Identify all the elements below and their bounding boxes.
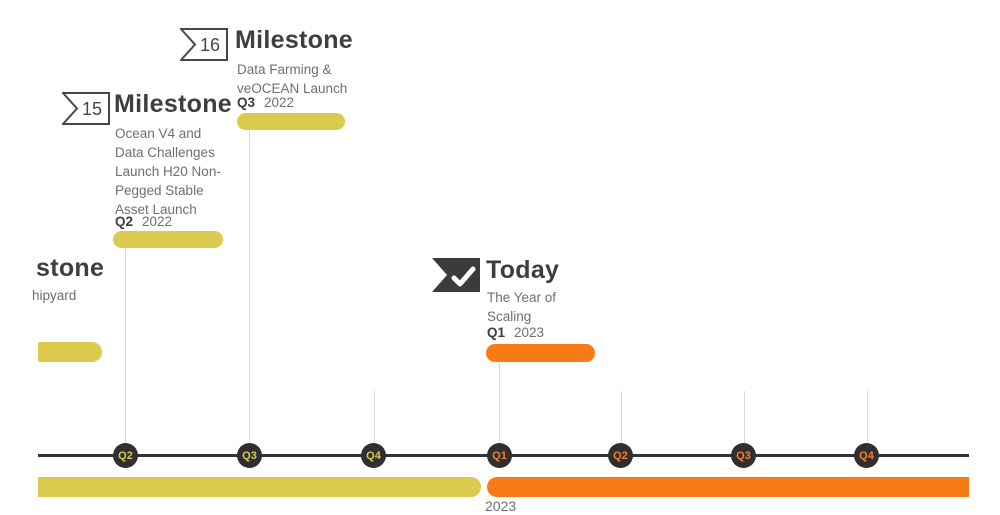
milestone-15-number: 15 — [82, 99, 102, 119]
today-date: Q1 2023 — [487, 325, 544, 340]
axis-tick — [867, 391, 868, 443]
bottom-year-label: 2023 — [485, 498, 517, 514]
today-title: Today — [486, 256, 560, 284]
today-flag-check-icon[interactable] — [432, 258, 480, 292]
flag-outline-icon: 15 — [60, 92, 110, 125]
axis-node-q3-2023: Q3 — [731, 443, 756, 468]
milestone-16-connector-line — [249, 131, 250, 443]
axis-node-q2-2022: Q2 — [113, 443, 138, 468]
milestone-partial-title-fragment: stone — [36, 254, 105, 282]
year-label: 2022 — [142, 214, 173, 229]
axis-node-label: Q2 — [118, 449, 133, 462]
milestone-partial-bar[interactable] — [38, 342, 102, 362]
milestone-15-date: Q2 2022 — [115, 214, 172, 229]
flag-filled-icon — [432, 258, 480, 292]
milestone-16-title: Milestone — [235, 26, 353, 54]
today-description-line: The Year of — [487, 290, 557, 305]
milestone-16-bar[interactable] — [237, 113, 345, 130]
today-description-line: Scaling — [487, 309, 532, 324]
milestone-15-flag-icon[interactable]: 15 — [60, 92, 110, 125]
axis-node-label: Q2 — [613, 449, 628, 462]
flag-outline-icon: 16 — [178, 28, 228, 61]
axis-node-q1-2023: Q1 — [487, 443, 512, 468]
milestone-16-description-line: Data Farming & — [237, 62, 332, 77]
milestone-15-description-line: Asset Launch — [115, 202, 197, 217]
milestone-16-date: Q3 2022 — [237, 95, 294, 110]
axis-node-q2-2023: Q2 — [608, 443, 633, 468]
axis-tick — [621, 391, 622, 443]
axis-node-q4-2022: Q4 — [361, 443, 386, 468]
axis-tick — [374, 391, 375, 443]
axis-node-label: Q3 — [242, 449, 257, 462]
year-span-bar-2023[interactable] — [487, 477, 969, 497]
milestone-15-description-line: Ocean V4 and — [115, 126, 202, 141]
milestone-15-description-line: Launch H20 Non- — [115, 164, 221, 179]
axis-node-q3-2022: Q3 — [237, 443, 262, 468]
quarter-label: Q2 — [115, 214, 134, 229]
milestone-16-description-line: veOCEAN Launch — [237, 81, 348, 96]
axis-node-q4-2023: Q4 — [854, 443, 879, 468]
milestone-15-description-line: Data Challenges — [115, 145, 215, 160]
milestone-15-description-line: Pegged Stable — [115, 183, 204, 198]
axis-node-label: Q4 — [859, 449, 874, 462]
milestone-16-flag-icon[interactable]: 16 — [178, 28, 228, 61]
milestone-16-number: 16 — [200, 35, 220, 55]
year-label: 2022 — [264, 95, 295, 110]
today-bar[interactable] — [486, 344, 595, 362]
milestone-partial-description-fragment: hipyard — [32, 288, 77, 303]
today-connector-line — [499, 363, 500, 443]
axis-node-label: Q3 — [736, 449, 751, 462]
milestone-15-title: Milestone — [114, 90, 232, 118]
quarter-label: Q3 — [237, 95, 256, 110]
axis-node-label: Q1 — [492, 449, 507, 462]
year-span-bar-2022[interactable] — [38, 477, 481, 497]
axis-node-label: Q4 — [366, 449, 381, 462]
milestone-15-bar[interactable] — [113, 231, 223, 248]
year-label: 2023 — [514, 325, 545, 340]
axis-tick — [744, 391, 745, 443]
quarter-label: Q1 — [487, 325, 506, 340]
milestone-15-connector-line — [125, 249, 126, 443]
